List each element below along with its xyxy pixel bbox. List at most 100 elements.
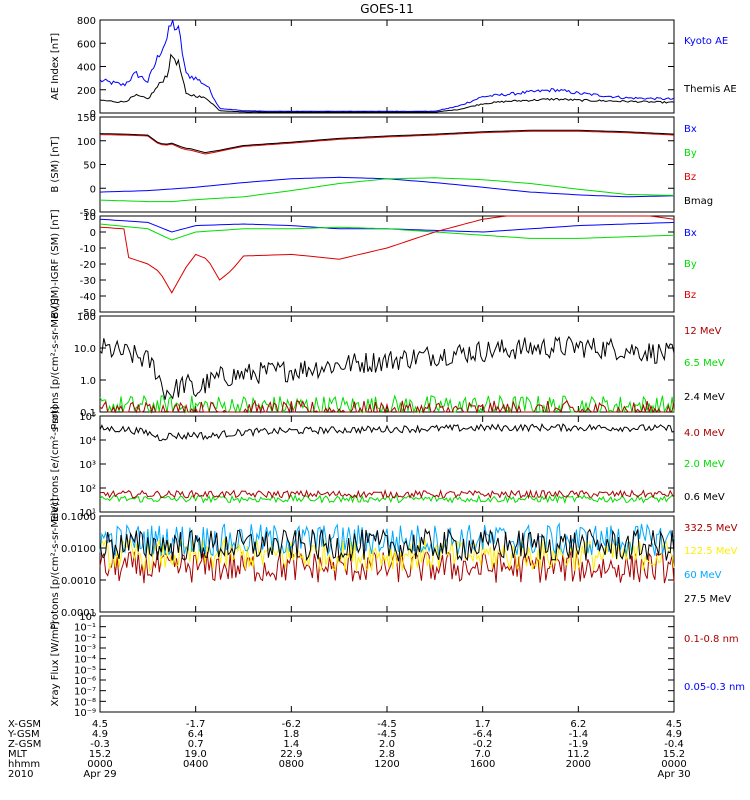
x-row-value: 15.2 [89,749,111,760]
plot-title: GOES-11 [360,2,414,16]
x-row-value: 4.9 [666,729,682,740]
y-tick-label: -30 [80,276,96,287]
series-line-bdiff-1 [99,223,675,241]
legend-entry: Themis AE [683,84,737,95]
x-row-value: 4.5 [92,719,108,730]
y-tick-label: 10.0 [74,344,96,355]
bsm-panel: -50 0 50 100 150 B (SM) [nT] Bx By Bz Bmag [50,113,713,219]
y-tick-label: -50 [80,208,96,219]
legend-entry: 6.5 MeV [684,358,725,369]
legend-entry: Bz [684,290,696,301]
y-tick-label: 10⁻⁷ [74,687,96,698]
y-tick-label: 100 [77,312,96,323]
series-line-bdiff-2 [99,215,675,294]
y-tick-label: 10⁻⁹ [74,708,96,719]
y-tick-label: 10⁻³ [74,644,96,655]
y-tick-label: 10¹ [79,508,96,519]
y-tick-label: 600 [77,39,96,50]
x-row-value: Apr 29 [83,769,116,780]
x-row-value: -4.5 [377,719,397,730]
y-tick-label: 100 [77,137,96,148]
x-row-value: 2000 [566,759,591,770]
y-tick-label: 1.0 [80,376,96,387]
x-row-value: -6.4 [473,729,493,740]
legend-entry: 60 MeV [684,570,722,581]
x-row-value: 1.8 [283,729,299,740]
legend-entry: 2.4 MeV [684,392,725,403]
y-tick-label: 0.1000 [61,512,96,523]
electrons-ylabel: Electrons [e/(cm²-s-sr)] [50,406,61,522]
bdiff-ylabel: B (SM)-IGRF (SM) [nT] [50,209,61,318]
x-row-value: -1.9 [569,739,589,750]
protons_high-ylabel: Protons [p/(cm²-s-sr-MeV)] [50,498,61,630]
x-row-value: -0.3 [90,739,110,750]
y-tick-label: 10⁵ [79,412,96,423]
legend-entry: 2.0 MeV [684,459,725,470]
y-tick-label: 10⁴ [79,436,96,447]
electrons-panel: 10¹ 10² 10³ 10⁴ 10⁵ Electrons [e/(cm²-s-sr)] 4… [50,406,725,522]
legend-entry: Bmag [684,196,713,207]
x-row-value: 4.5 [666,719,682,730]
x-row-value: 1.4 [283,739,299,750]
y-tick-label: 10⁻⁶ [74,676,96,687]
legend-entry: 122.5 MeV [684,546,738,557]
x-row-value: 1200 [374,759,399,770]
ae-panel: 0 200 400 600 800 AE Index [nT] Kyoto AE Themis… [50,16,737,120]
x-row-value: 0800 [279,759,304,770]
y-tick-label: 0.0010 [61,576,96,587]
x-row-label: Y-GSM [7,729,40,740]
y-tick-label: -50 [80,308,96,319]
ae-ylabel: AE Index [nT] [50,33,61,100]
x-row-value: 0000 [661,759,686,770]
y-tick-label: 800 [77,16,96,27]
legend-entry: By [684,148,697,159]
x-row-value: 11.2 [567,749,589,760]
legend-entry: By [684,259,697,270]
legend-entry: Bx [684,124,697,135]
y-tick-label: 0 [90,228,96,239]
series-line-protons_low-2 [99,399,675,414]
y-tick-label: 150 [77,113,96,124]
x-row-value: 19.0 [185,749,207,760]
y-tick-label: 10 [83,212,96,223]
series-line-protons_high-2 [99,522,675,557]
legend-entry: 332.5 MeV [684,523,738,534]
series-line-protons_high-3 [99,527,675,562]
series-line-electrons-0 [99,423,675,442]
y-tick-label: 0.0100 [61,544,96,555]
y-tick-label: -10 [80,244,96,255]
panels: 0 200 400 600 800 AE Index [nT] Kyoto AE Themis… [50,16,745,719]
xray-frame [99,615,675,713]
y-tick-label: 10⁰ [79,612,96,623]
protons_low-panel: 0.1 1.0 10.0 100 Protons [p/(cm²-s-sr-MeV)] 1… [50,298,725,430]
legend-entry: Kyoto AE [684,36,728,47]
y-tick-label: 0.0001 [61,608,96,619]
y-tick-label: 0 [90,184,96,195]
y-tick-label: 10⁻² [74,633,96,644]
series-line-bsm-3 [99,129,675,154]
legend-entry: 0.1-0.8 nm [684,634,739,645]
series-line-bsm-2 [99,130,675,155]
series-line-ae-0 [99,19,675,112]
x-row-value: -0.2 [473,739,493,750]
y-tick-label: 10⁻¹ [74,623,96,634]
legend-entry: Bz [684,172,696,183]
series-line-bsm-1 [99,177,675,203]
x-row-label: 2010 [8,769,33,780]
x-axis-labels: X-GSM 4.5 -1.7 -6.2 -4.5 1.7 6.2 4.5 Y-GSM 4.9 6.4… [7,719,691,780]
y-tick-label: 10³ [79,460,96,471]
x-row-value: 4.9 [92,729,108,740]
protons_low-ylabel: Protons [p/(cm²-s-sr-MeV)] [50,298,61,430]
series-line-protons_low-0 [99,335,675,400]
legend-entry: Bx [684,228,697,239]
x-row-value: 1600 [470,759,495,770]
series-line-ae-1 [99,53,675,113]
x-row-label: X-GSM [8,719,41,730]
x-row-value: 7.0 [475,749,491,760]
y-tick-label: -40 [80,292,96,303]
y-tick-label: 0.1 [80,408,96,419]
legend-entry: 0.05-0.3 nm [684,682,745,693]
x-row-value: 0000 [87,759,112,770]
